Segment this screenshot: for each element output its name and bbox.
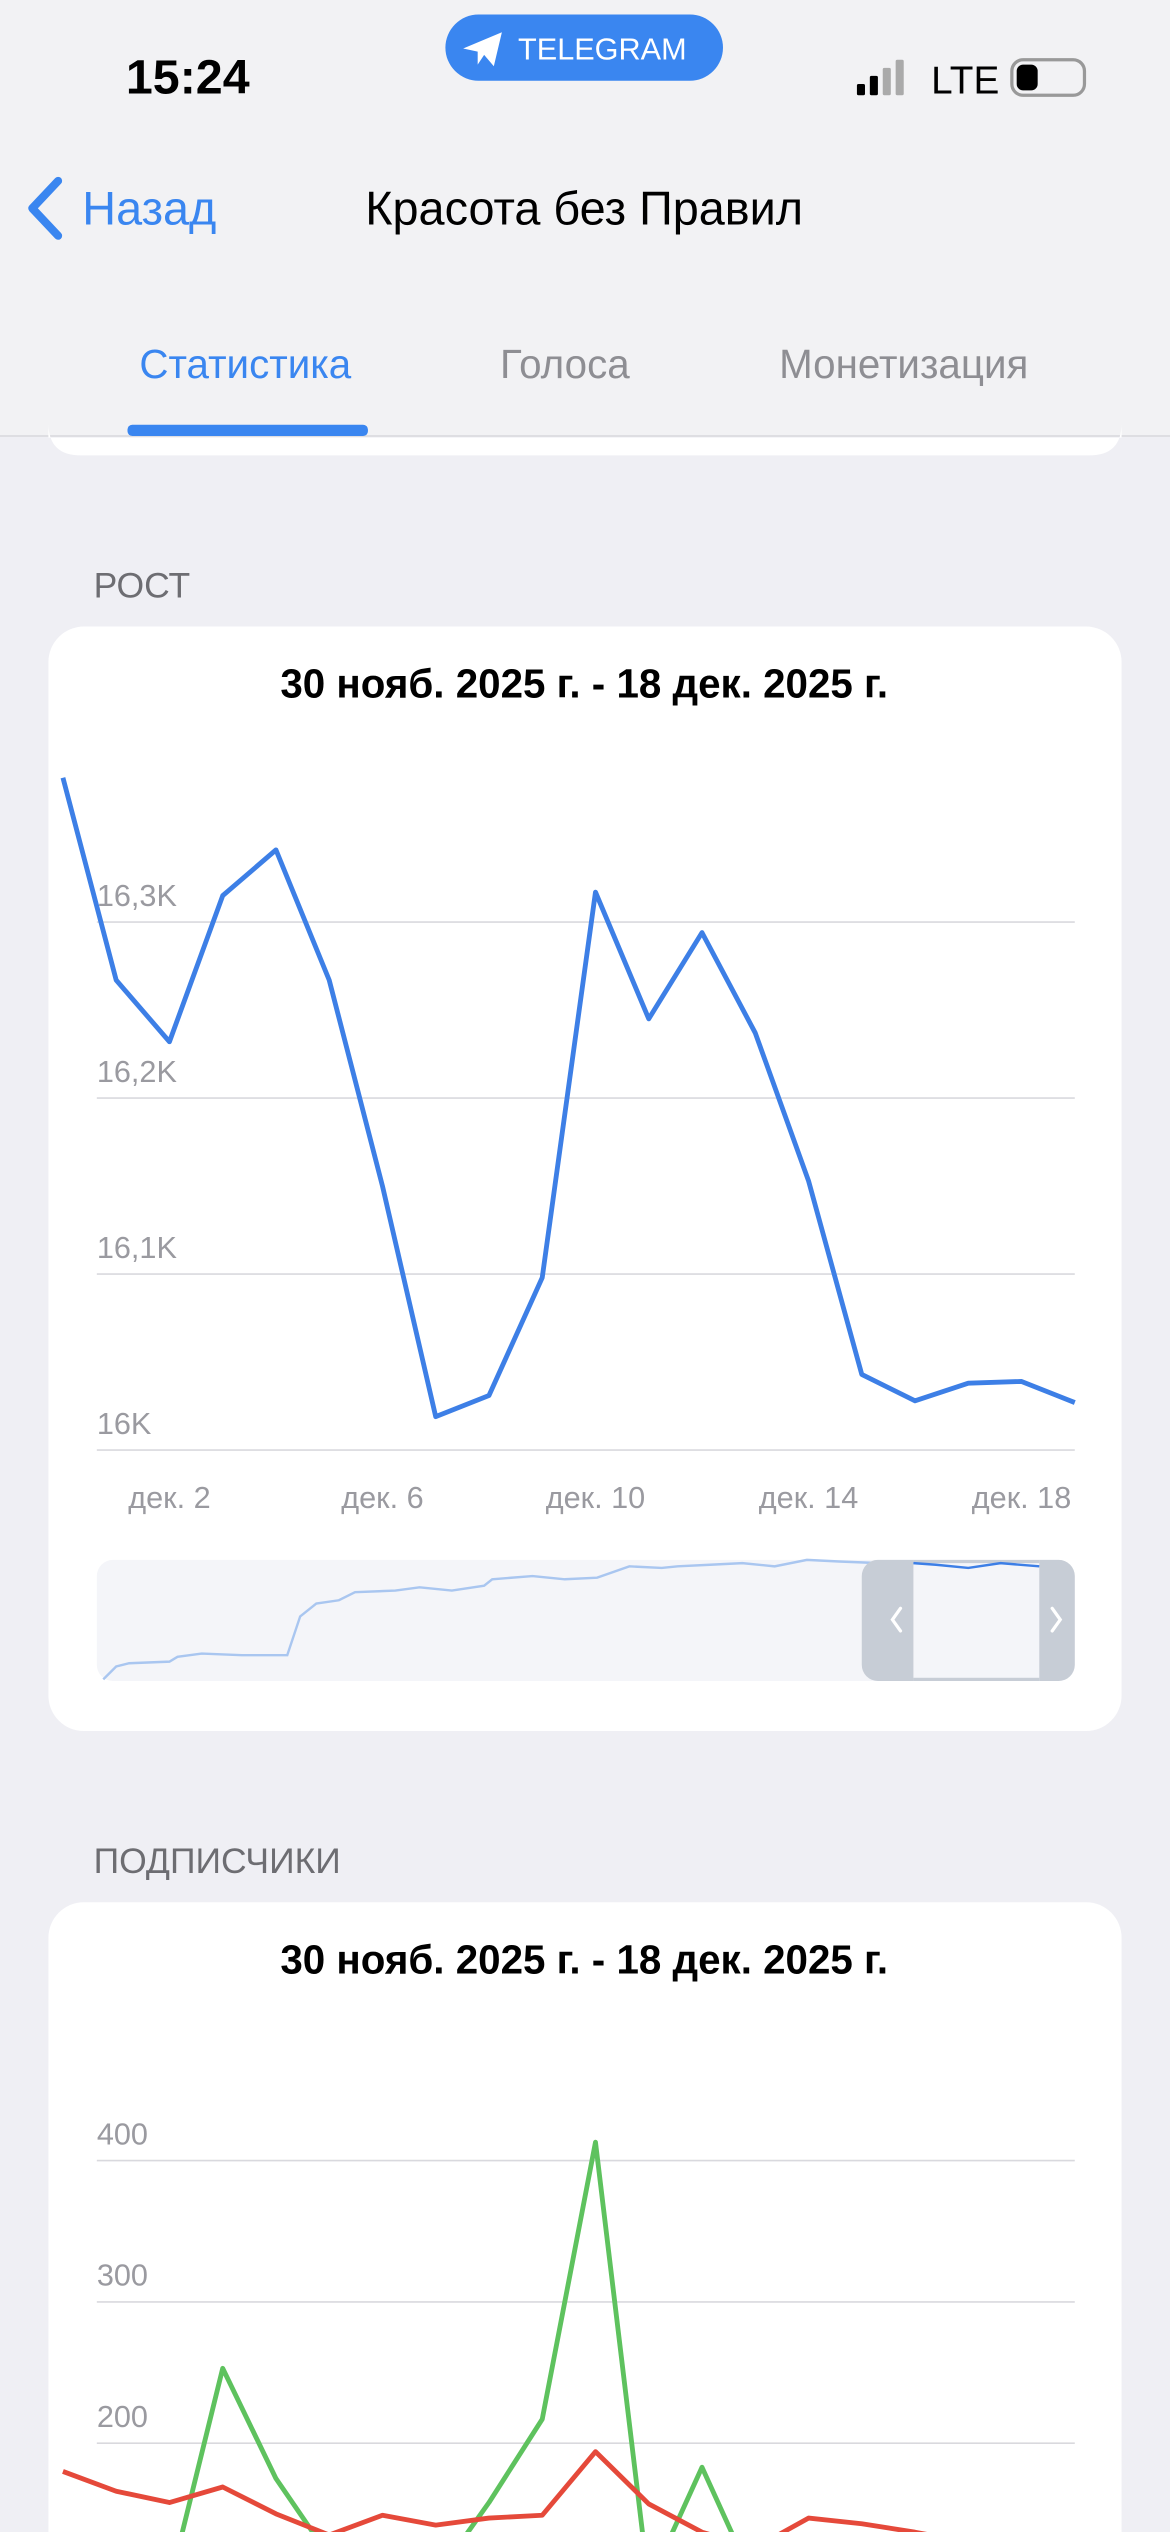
tab[interactable]: Монетизация: [779, 341, 1028, 387]
series-line: [62, 2139, 1075, 2532]
plot: [62, 2139, 1075, 2532]
y-tick-label: 16K: [97, 1407, 152, 1441]
navigator-frame: [913, 1677, 1040, 1682]
nav-title: Красота без Правил: [365, 182, 803, 234]
x-tick-label: дек. 2: [128, 1481, 210, 1515]
app-pill-label: TELEGRAM: [518, 33, 687, 67]
navigator-selection-line: [913, 1561, 1040, 1570]
chart-title: 30 нояб. 2025 г. - 18 дек. 2025 г.: [280, 1936, 888, 1982]
y-tick-label: 300: [97, 2259, 148, 2293]
y-tick-label: 16,1K: [97, 1231, 178, 1265]
x-tick-label: дек. 18: [972, 1481, 1071, 1515]
x-tick-label: дек. 6: [341, 1481, 423, 1515]
telegram-pill[interactable]: [445, 14, 723, 81]
navigator-chevrons: [890, 1606, 1063, 1633]
card: [48, 1902, 1122, 2532]
plot: [60, 777, 1076, 1420]
y-tick-label: 200: [97, 2400, 148, 2434]
chart-title: 30 нояб. 2025 г. - 18 дек. 2025 г.: [280, 661, 888, 707]
section-header: РОСТ: [94, 565, 191, 605]
series-line: [60, 777, 1076, 1420]
navigator-frame: [913, 1559, 1040, 1564]
navigator-handles[interactable]: [861, 1559, 1075, 1682]
series-line: [62, 2449, 1075, 2532]
section-header: ПОДПИСЧИКИ: [94, 1841, 341, 1881]
y-tick-label: 16,3K: [97, 879, 178, 913]
y-tick-label: 400: [97, 2117, 148, 2151]
x-tick-label: дек. 10: [546, 1481, 645, 1515]
clock: 15:24: [126, 51, 250, 105]
card: [48, 626, 1122, 1732]
tab[interactable]: Голоса: [500, 341, 630, 387]
card-edge: [48, 423, 1122, 456]
x-tick-label: дек. 14: [759, 1481, 858, 1515]
back-button[interactable]: Назад: [82, 182, 216, 234]
signal-bars: [856, 59, 904, 96]
y-tick-label: 16,2K: [97, 1055, 178, 1089]
navigator[interactable]: [96, 1559, 1075, 1682]
navigator-preview: [102, 1558, 880, 1681]
tab-indicator: [127, 424, 368, 436]
battery: [1010, 58, 1087, 97]
back-chevron[interactable]: [28, 176, 63, 240]
network-label: LTE: [931, 60, 999, 103]
tab[interactable]: Статистика: [139, 341, 351, 387]
telegram-icon: [463, 32, 502, 67]
battery-level: [1016, 64, 1038, 91]
